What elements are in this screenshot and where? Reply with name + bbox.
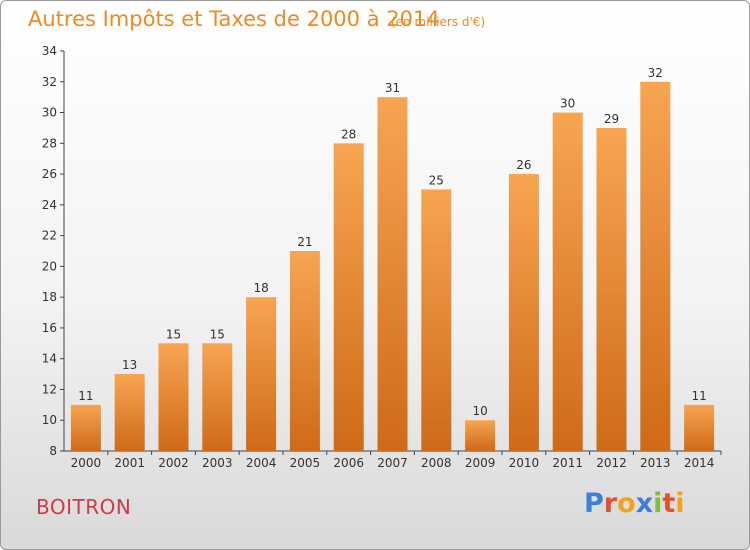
x-tick-label: 2003: [202, 456, 233, 470]
bar: [202, 343, 233, 451]
chart-subtitle: (en milliers d'€): [391, 15, 486, 29]
bar: [465, 420, 496, 451]
bar: [684, 404, 715, 451]
data-label: 18: [253, 281, 268, 295]
data-label: 10: [472, 404, 487, 418]
y-tick-label: 22: [42, 229, 57, 243]
bar: [70, 404, 101, 451]
logo-letter: r: [603, 488, 618, 519]
logo-letter: t: [662, 488, 676, 519]
logo-letter: x: [635, 488, 654, 519]
x-tick-label: 2014: [684, 456, 715, 470]
bar: [552, 112, 583, 452]
data-label: 31: [385, 81, 400, 95]
bar: [114, 374, 145, 451]
bar: [289, 251, 320, 451]
y-tick-label: 10: [42, 413, 57, 427]
x-tick-label: 2010: [509, 456, 540, 470]
y-tick-label: 32: [42, 75, 57, 89]
bar: [640, 81, 671, 452]
x-tick-label: 2013: [640, 456, 671, 470]
y-tick-label: 30: [42, 106, 57, 120]
bar: [596, 127, 627, 451]
y-tick-label: 24: [42, 198, 57, 212]
logo-letter: P: [584, 488, 604, 519]
data-label: 30: [560, 97, 575, 111]
data-label: 28: [341, 127, 356, 141]
bar: [377, 97, 408, 452]
logo-letter: i: [653, 488, 663, 519]
bar: [421, 189, 452, 451]
bar: [158, 343, 189, 451]
x-tick-label: 2011: [552, 456, 583, 470]
y-tick-label: 12: [42, 382, 57, 396]
x-tick-label: 2012: [596, 456, 627, 470]
data-label: 32: [648, 66, 663, 80]
data-label: 11: [691, 389, 706, 403]
x-tick-label: 2000: [71, 456, 102, 470]
data-label: 15: [210, 327, 225, 341]
x-tick-label: 2008: [421, 456, 452, 470]
data-label: 11: [78, 389, 93, 403]
proxiti-logo: Proxiti: [584, 488, 685, 519]
data-label: 21: [297, 235, 312, 249]
x-tick-label: 2009: [465, 456, 496, 470]
y-tick-label: 26: [42, 167, 57, 181]
y-tick-label: 28: [42, 136, 57, 150]
y-tick-label: 20: [42, 259, 57, 273]
data-label: 29: [604, 112, 619, 126]
data-label: 13: [122, 358, 137, 372]
y-tick-label: 8: [49, 444, 57, 458]
data-label: 25: [429, 173, 444, 187]
logo-letter: o: [617, 488, 636, 519]
y-tick-label: 34: [42, 44, 57, 58]
x-tick-label: 2006: [333, 456, 364, 470]
bar: [246, 297, 277, 451]
x-tick-label: 2004: [246, 456, 277, 470]
chart-title: Autres Impôts et Taxes de 2000 à 2014: [28, 7, 440, 31]
x-tick-label: 2005: [290, 456, 321, 470]
logo-letter: i: [675, 488, 685, 519]
bar: [333, 143, 364, 452]
x-tick-label: 2007: [377, 456, 408, 470]
data-label: 15: [166, 327, 181, 341]
x-tick-label: 2001: [114, 456, 145, 470]
data-label: 26: [516, 158, 531, 172]
y-tick-label: 16: [42, 321, 57, 335]
y-tick-label: 14: [42, 352, 57, 366]
bar: [508, 174, 539, 452]
y-tick-label: 18: [42, 290, 57, 304]
x-tick-label: 2002: [158, 456, 189, 470]
commune-name: BOITRON: [36, 495, 132, 519]
